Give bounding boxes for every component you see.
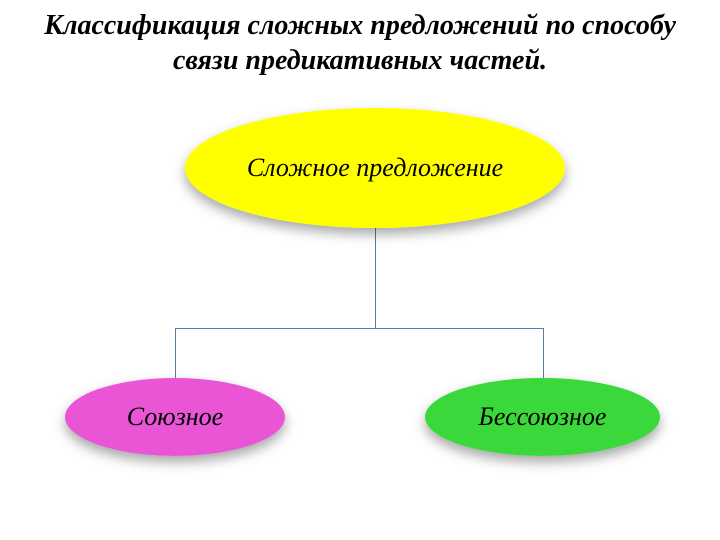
node-label: Бессоюзное	[479, 402, 607, 432]
tree-diagram: Сложное предложение Союзное Бессоюзное	[0, 78, 720, 518]
node-left: Союзное	[65, 378, 285, 456]
connector	[175, 328, 176, 378]
connector	[543, 328, 544, 378]
node-right: Бессоюзное	[425, 378, 660, 456]
node-label: Сложное предложение	[247, 153, 503, 183]
node-label: Союзное	[127, 402, 223, 432]
node-root: Сложное предложение	[185, 108, 565, 228]
page-title: Классификация сложных предложений по спо…	[0, 0, 720, 78]
connector	[175, 328, 543, 329]
connector	[375, 228, 376, 328]
